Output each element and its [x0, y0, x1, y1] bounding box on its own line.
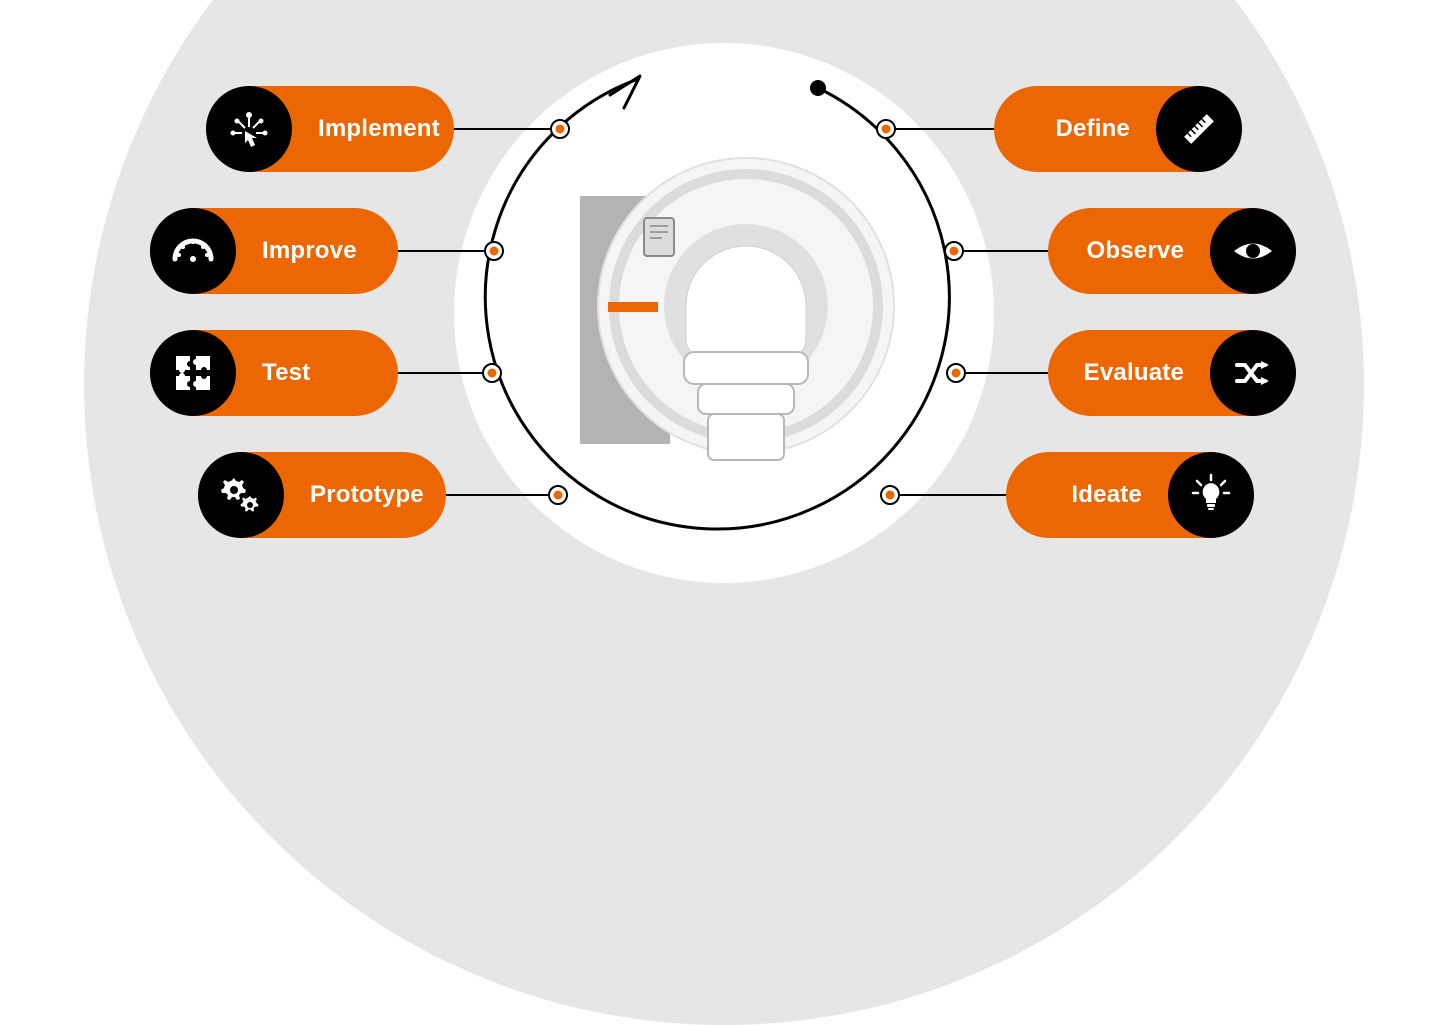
pill-label-prototype: Prototype [284, 481, 450, 509]
shuffle-icon [1210, 330, 1296, 416]
ruler-icon [1156, 86, 1242, 172]
pill-test: Test [150, 330, 398, 416]
pill-label-improve: Improve [236, 237, 383, 265]
gauge-icon [150, 208, 236, 294]
pill-label-observe: Observe [1061, 237, 1210, 265]
pill-label-ideate: Ideate [1045, 481, 1168, 509]
pill-improve: Improve [150, 208, 398, 294]
pill-ideate: Ideate [1006, 452, 1254, 538]
pill-label-define: Define [1029, 115, 1156, 143]
pill-label-test: Test [236, 359, 336, 387]
eye-icon [1210, 208, 1296, 294]
bulb-icon [1168, 452, 1254, 538]
pill-define: Define [994, 86, 1242, 172]
pill-observe: Observe [1048, 208, 1296, 294]
gears-icon [198, 452, 284, 538]
touch-icon [206, 86, 292, 172]
pill-implement: Implement [206, 86, 454, 172]
pill-prototype: Prototype [198, 452, 446, 538]
pill-evaluate: Evaluate [1048, 330, 1296, 416]
center-white-circle [454, 43, 994, 583]
pill-label-implement: Implement [292, 115, 466, 143]
pill-label-evaluate: Evaluate [1058, 359, 1210, 387]
puzzle-icon [150, 330, 236, 416]
